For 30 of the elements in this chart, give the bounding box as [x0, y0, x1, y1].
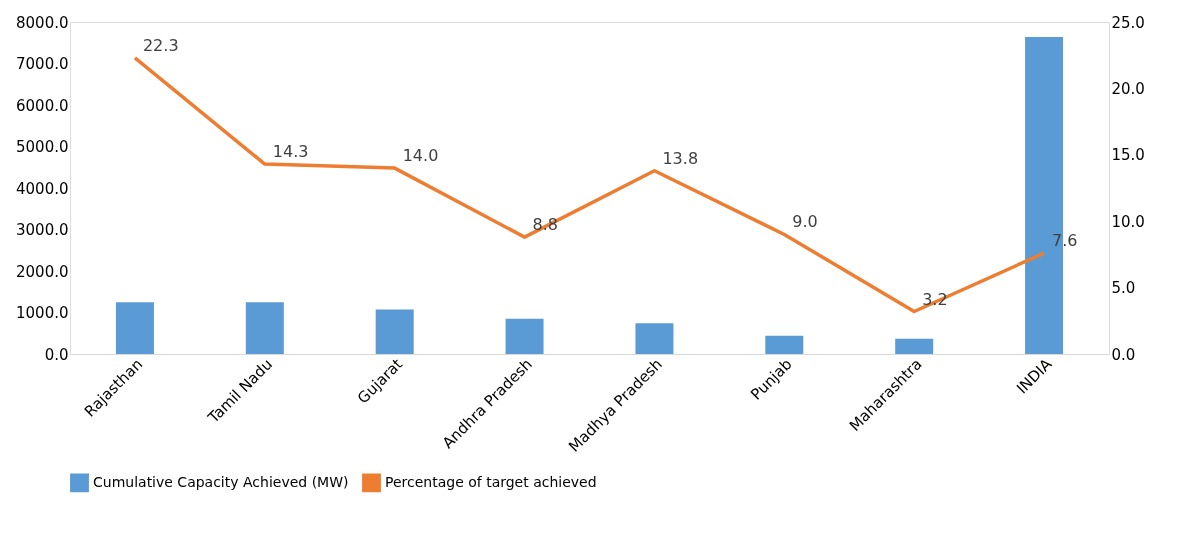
y-tick-label: 7000.0 — [16, 55, 69, 73]
bar — [505, 318, 544, 354]
y-tick-label: 0.0 — [44, 345, 69, 364]
y2-tick-label: 15.0 — [1111, 146, 1145, 165]
bar — [115, 302, 154, 354]
bar — [245, 302, 284, 354]
y2-tick-label: 25.0 — [1111, 13, 1145, 32]
bar — [375, 309, 414, 354]
legend-label: Cumulative Capacity Achieved (MW) — [93, 473, 349, 490]
y2-tick-label: 10.0 — [1111, 212, 1145, 231]
y2-tick-label: 20.0 — [1111, 79, 1145, 98]
y-tick-label: 8000.0 — [16, 13, 69, 32]
y-tick-label: 6000.0 — [16, 96, 69, 115]
bar — [895, 338, 934, 354]
data-label: 14.3 — [272, 142, 309, 162]
legend-label: Percentage of target achieved — [385, 473, 597, 490]
y2-tick-label: 0.0 — [1111, 345, 1136, 364]
bar — [765, 335, 804, 354]
y-tick-label: 3000.0 — [16, 221, 69, 239]
bar — [635, 323, 674, 354]
data-label: 22.3 — [142, 35, 179, 55]
data-label: 9.0 — [792, 212, 818, 232]
y2-tick-label: 5.0 — [1111, 279, 1136, 298]
y-tick-label: 5000.0 — [16, 138, 69, 156]
data-label: 14.0 — [402, 146, 439, 166]
data-label: 13.8 — [662, 148, 699, 168]
y-tick-label: 4000.0 — [16, 179, 69, 198]
line-series — [133, 56, 1046, 314]
y-tick-label: 1000.0 — [16, 304, 69, 322]
y-tick-label: 2000.0 — [16, 262, 69, 281]
